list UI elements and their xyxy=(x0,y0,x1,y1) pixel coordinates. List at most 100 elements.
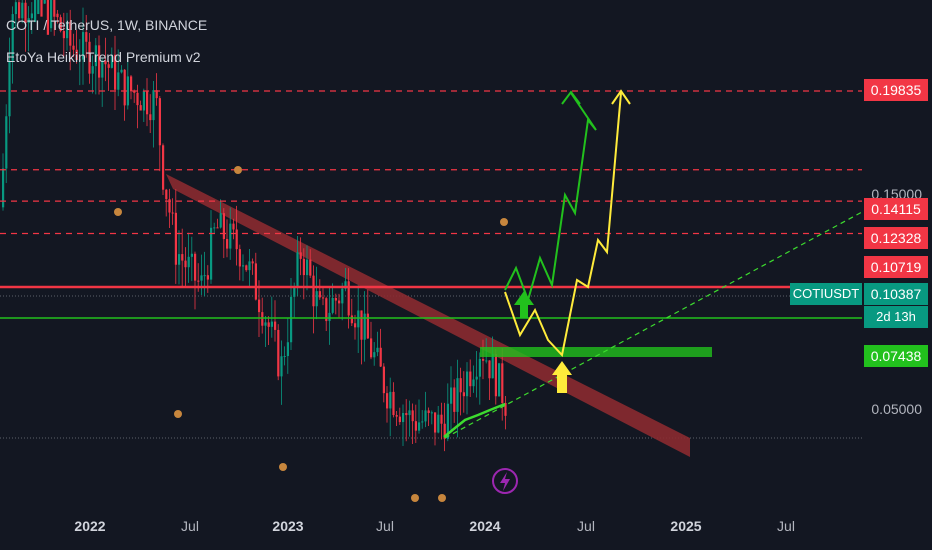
candle-body-132 xyxy=(424,410,427,422)
event-marker-1 xyxy=(114,208,122,216)
candle-body-111 xyxy=(357,310,360,328)
candle-body-8 xyxy=(27,18,30,24)
candle-body-109 xyxy=(350,315,353,324)
candle-body-105 xyxy=(338,300,341,304)
bar-countdown: 2d 13h xyxy=(864,306,928,328)
candle-body-144 xyxy=(462,392,465,397)
candle-body-113 xyxy=(363,313,366,340)
candle-body-71 xyxy=(229,223,232,249)
symbol-tag: COTIUSDT xyxy=(790,283,862,305)
candle-body-55 xyxy=(178,254,181,265)
candle-body-125 xyxy=(402,413,405,423)
candle-body-95 xyxy=(306,259,309,276)
candle-body-155 xyxy=(498,363,501,397)
candle-body-83 xyxy=(267,322,270,327)
lightning-icon xyxy=(500,472,510,491)
candle-body-69 xyxy=(222,213,225,240)
candle-body-26 xyxy=(85,32,88,42)
candle-body-15 xyxy=(50,0,53,29)
candle-body-43 xyxy=(139,105,142,111)
candle-body-40 xyxy=(130,76,133,92)
candle-body-10 xyxy=(34,0,37,23)
candle-body-139 xyxy=(446,403,449,439)
candle-body-51 xyxy=(165,189,168,200)
candle-body-89 xyxy=(286,342,289,357)
projections xyxy=(114,89,863,502)
candle-body-58 xyxy=(187,256,190,268)
candle-body-11 xyxy=(37,0,40,15)
candle-body-13 xyxy=(43,0,46,4)
candle-body-138 xyxy=(443,423,446,439)
candle-body-21 xyxy=(69,21,72,46)
candle-body-33 xyxy=(107,64,110,68)
candle-body-35 xyxy=(114,54,117,90)
candle-body-7 xyxy=(24,2,27,24)
candle-body-37 xyxy=(120,69,123,73)
candle-body-78 xyxy=(251,261,254,264)
candle-body-50 xyxy=(162,145,165,190)
projection-yellow-head xyxy=(611,89,631,105)
candle-body-150 xyxy=(482,359,485,361)
event-marker-3 xyxy=(500,218,508,226)
candle-body-39 xyxy=(126,76,129,106)
level-tag-3: 0.10719 xyxy=(864,256,928,278)
candle-body-62 xyxy=(200,275,203,281)
candle-body-131 xyxy=(421,421,424,423)
candle-body-57 xyxy=(184,260,187,268)
candle-body-56 xyxy=(181,254,184,261)
event-marker-0 xyxy=(234,166,242,174)
candle-body-2 xyxy=(8,60,11,117)
candle-body-0 xyxy=(2,168,5,208)
indicator-name: EtoYa HeikinTrend Premium v2 xyxy=(6,49,201,65)
candle-body-136 xyxy=(437,414,440,433)
candle-body-14 xyxy=(46,0,49,35)
candle-body-44 xyxy=(142,91,145,111)
candle-body-16 xyxy=(53,0,56,17)
candle-body-82 xyxy=(264,322,267,326)
time-label-3: Jul xyxy=(376,518,394,534)
candle-body-117 xyxy=(376,347,379,353)
candle-body-54 xyxy=(174,212,177,265)
candle-body-104 xyxy=(334,297,337,301)
level-tag-1: 0.14115 xyxy=(864,198,928,220)
candle-body-133 xyxy=(427,410,430,413)
candle-body-88 xyxy=(283,356,286,358)
candle-body-3 xyxy=(11,14,14,61)
candle-body-74 xyxy=(238,249,241,267)
candle-body-84 xyxy=(270,321,273,327)
candle-body-29 xyxy=(94,45,97,67)
candle-body-87 xyxy=(280,356,283,377)
candle-body-126 xyxy=(405,413,408,416)
projection-yellow-path xyxy=(504,92,622,358)
candle-body-123 xyxy=(395,415,398,417)
candle-body-41 xyxy=(133,91,136,93)
candle-body-124 xyxy=(398,416,401,423)
candle-body-98 xyxy=(315,291,318,307)
candle-body-65 xyxy=(210,227,213,280)
candle-body-115 xyxy=(370,338,373,358)
candle-body-46 xyxy=(149,114,152,121)
candle-body-102 xyxy=(328,312,331,322)
candle-body-70 xyxy=(226,239,229,249)
event-marker-4 xyxy=(279,463,287,471)
candle-body-96 xyxy=(309,259,312,276)
candle-body-93 xyxy=(299,252,302,259)
candle-body-27 xyxy=(88,41,91,74)
candle-body-129 xyxy=(414,421,417,431)
candle-body-127 xyxy=(408,410,411,416)
candle-body-30 xyxy=(98,45,101,78)
candle-body-120 xyxy=(386,393,389,409)
candle-body-22 xyxy=(72,45,75,50)
candle-body-134 xyxy=(430,412,433,414)
candle-body-107 xyxy=(344,281,347,289)
current-price-tag: 0.10387 xyxy=(864,283,928,305)
candle-body-60 xyxy=(194,253,197,281)
chart-title: COTI / TetherUS, 1W, BINANCE xyxy=(6,17,208,33)
candle-body-119 xyxy=(382,366,385,394)
candle-body-20 xyxy=(66,21,69,39)
candle-body-53 xyxy=(171,212,174,214)
candle-body-85 xyxy=(274,321,277,330)
downtrend-band xyxy=(166,174,690,457)
candle-body-61 xyxy=(197,280,200,282)
